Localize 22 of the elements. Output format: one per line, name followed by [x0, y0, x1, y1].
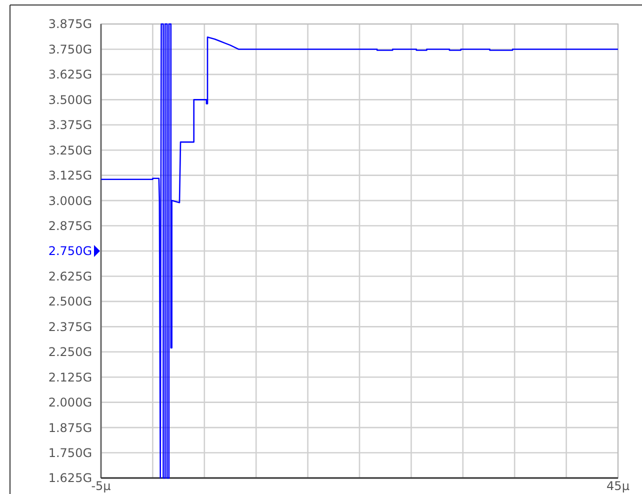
y-tick-label: 3.750G [48, 42, 92, 56]
y-tick-label: 2.125G [48, 370, 92, 384]
y-tick-label: 3.625G [48, 68, 92, 82]
y-tick-label: 3.875G [48, 17, 92, 32]
y-tick-label: 2.000G [48, 396, 92, 410]
y-tick-label: 2.500G [48, 294, 92, 309]
y-tick-label: 1.750G [48, 446, 92, 460]
x-tick-label: 45µ [606, 479, 630, 493]
y-tick-label: 2.375G [48, 320, 92, 334]
y-tick-label: 3.250G [48, 143, 92, 158]
y-tick-label: 1.875G [48, 420, 92, 435]
y-tick-label: 1.625G [48, 471, 92, 486]
line-series [100, 23, 619, 479]
y-tick-label: 2.875G [48, 218, 92, 233]
y-tick-label: 2.250G [48, 345, 92, 360]
y-tick-label: 3.000G [48, 194, 92, 208]
y-tick-label: 2.625G [48, 269, 92, 284]
x-tick-label: -5µ [91, 479, 112, 493]
y-tick-label: 3.500G [48, 92, 92, 107]
y-tick-label: 3.125G [48, 168, 92, 183]
y-tick-label: 2.750G [48, 244, 92, 258]
y-tick-label: 3.375G [48, 118, 92, 132]
